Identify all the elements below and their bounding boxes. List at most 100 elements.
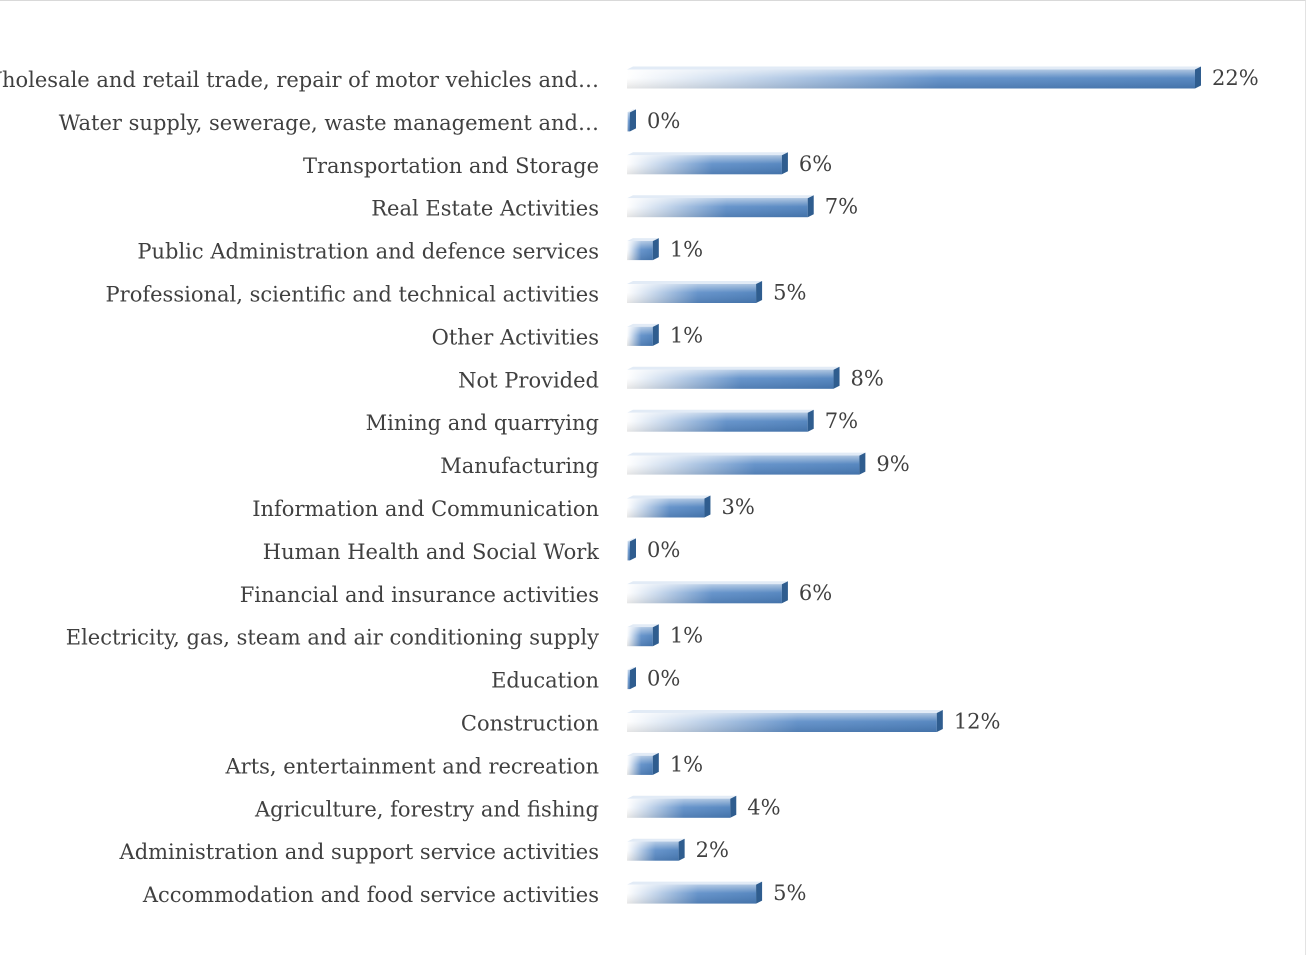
bar-top-face	[627, 109, 636, 113]
category-label: Arts, entertainment and recreation	[224, 754, 599, 778]
bar-top-face	[627, 323, 659, 327]
bar-sheen	[627, 755, 653, 775]
bar-top-face	[627, 238, 659, 242]
value-label: 5%	[773, 281, 806, 305]
bar-side-face	[781, 152, 788, 175]
bar-row: Manufacturing 9%	[440, 452, 910, 478]
bar-side-face	[730, 795, 737, 818]
category-label: Wholesale and retail trade, repair of mo…	[0, 68, 599, 92]
bar-row: Other Activities 1%	[432, 323, 703, 349]
bar-side-face	[652, 752, 659, 775]
bar-top-face	[627, 667, 636, 671]
bar-sheen	[627, 412, 808, 432]
value-label: 5%	[773, 881, 806, 905]
bar-side-face	[859, 452, 866, 475]
bar-row: Water supply, sewerage, waste management…	[59, 109, 681, 135]
value-label: 12%	[954, 710, 1001, 734]
category-label: Accommodation and food service activitie…	[142, 883, 599, 907]
bar-top-face	[627, 452, 866, 456]
category-label: Financial and insurance activities	[240, 583, 599, 607]
bar-sheen	[627, 326, 653, 346]
category-label: Administration and support service activ…	[119, 840, 599, 864]
category-label: Mining and quarrying	[366, 411, 599, 435]
bar-top-face	[627, 795, 737, 799]
bar-side-face	[652, 624, 659, 647]
bar-row: Wholesale and retail trade, repair of mo…	[0, 66, 1259, 92]
bar-row: Transportation and Storage 6%	[303, 152, 832, 178]
bar-side-face	[781, 581, 788, 604]
bar-top-face	[627, 710, 943, 713]
category-label: Professional, scientific and technical a…	[106, 283, 599, 307]
value-label: 8%	[851, 366, 884, 390]
bar-row: Administration and support service activ…	[119, 838, 729, 864]
bar-side-face	[807, 195, 814, 218]
value-label: 1%	[670, 752, 703, 776]
bar-sheen	[627, 155, 782, 175]
bar-row: Agriculture, forestry and fishing 4%	[254, 795, 781, 821]
bar-row: Arts, entertainment and recreation 1%	[224, 752, 703, 778]
bar-side-face	[756, 881, 763, 904]
value-label: 1%	[670, 238, 703, 262]
bar-sheen	[627, 584, 782, 604]
category-label: Agriculture, forestry and fishing	[254, 797, 599, 821]
bar-sheen	[627, 241, 653, 261]
bar-top-face	[627, 624, 659, 628]
bar-top-face	[627, 752, 659, 756]
bar-side-face	[756, 281, 763, 303]
category-label: Public Administration and defence servic…	[137, 240, 599, 264]
bar-sheen	[627, 112, 630, 132]
bar-top-face	[627, 838, 685, 842]
bar-row: Public Administration and defence servic…	[137, 238, 703, 264]
bar-sheen	[627, 841, 679, 861]
bar-side-face	[833, 366, 840, 389]
bar-side-face	[652, 323, 659, 346]
value-label: 0%	[647, 109, 680, 133]
category-label: Not Provided	[458, 368, 599, 392]
bar-sheen	[627, 670, 630, 690]
bar-side-face	[678, 838, 685, 861]
bar-top-face	[627, 538, 636, 542]
category-label: Water supply, sewerage, waste management…	[59, 111, 599, 135]
value-label: 6%	[799, 152, 832, 176]
bar-row: Financial and insurance activities 6%	[240, 581, 833, 607]
bar-row: Not Provided 8%	[458, 366, 884, 392]
value-label: 3%	[721, 495, 754, 519]
value-label: 7%	[825, 195, 858, 219]
value-label: 1%	[670, 624, 703, 648]
bar-side-face	[704, 495, 711, 518]
value-label: 1%	[670, 323, 703, 347]
bar-sheen	[627, 198, 808, 218]
value-label: 0%	[647, 667, 680, 691]
value-label: 22%	[1212, 66, 1259, 90]
category-label: Manufacturing	[440, 454, 599, 478]
bar-side-face	[936, 710, 943, 732]
bar-row: Human Health and Social Work 0%	[263, 538, 681, 564]
bars-group: Wholesale and retail trade, repair of mo…	[0, 66, 1259, 907]
bar-row: Education 0%	[491, 667, 680, 693]
bar-top-face	[627, 195, 814, 199]
category-label: Real Estate Activities	[371, 197, 599, 221]
category-label: Other Activities	[432, 325, 599, 349]
value-label: 7%	[825, 409, 858, 433]
category-label: Human Health and Social Work	[263, 540, 600, 564]
category-label: Information and Communication	[252, 497, 599, 521]
bar-top-face	[627, 581, 788, 585]
bar-sheen	[627, 498, 705, 518]
bar-side-face	[630, 538, 636, 561]
bar-sheen	[627, 884, 757, 904]
bar-sheen	[627, 284, 757, 303]
bar-top-face	[627, 366, 840, 370]
bar-top-face	[627, 881, 763, 885]
bar-row: Information and Communication 3%	[252, 495, 755, 521]
bar-row: Electricity, gas, steam and air conditio…	[66, 624, 703, 650]
category-label: Transportation and Storage	[303, 154, 599, 178]
bar-sheen	[627, 369, 834, 389]
bar-top-face	[627, 66, 1201, 70]
bar-sheen	[627, 541, 630, 561]
category-label: Electricity, gas, steam and air conditio…	[66, 626, 599, 650]
bar-top-face	[627, 409, 814, 413]
category-label: Construction	[461, 712, 599, 736]
value-label: 4%	[747, 795, 780, 819]
